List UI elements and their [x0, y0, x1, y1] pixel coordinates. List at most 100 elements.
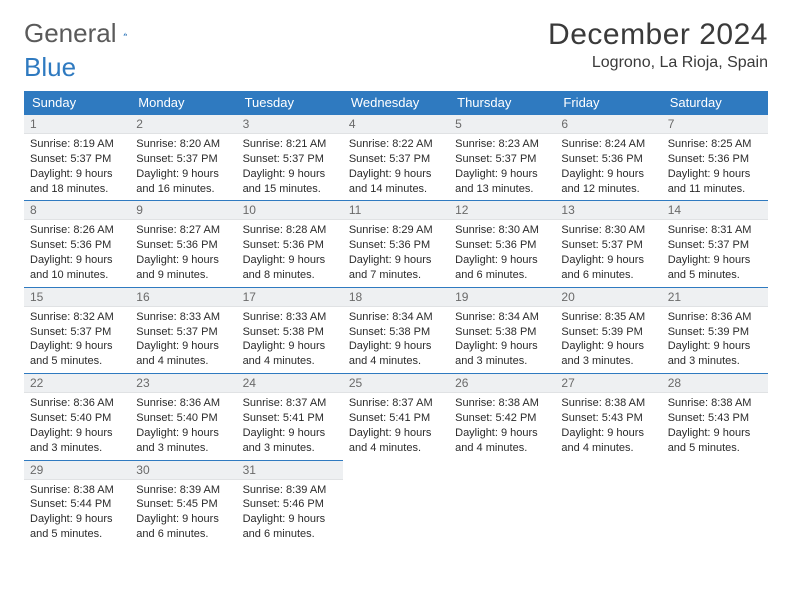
day-cell-inner: 28Sunrise: 8:38 AMSunset: 5:43 PMDayligh…	[662, 373, 768, 459]
day-body: Sunrise: 8:36 AMSunset: 5:40 PMDaylight:…	[130, 393, 236, 459]
calendar-day-cell: 27Sunrise: 8:38 AMSunset: 5:43 PMDayligh…	[555, 373, 661, 459]
daylight-line: Daylight: 9 hours and 15 minutes.	[243, 167, 337, 197]
daylight-line: Daylight: 9 hours and 5 minutes.	[668, 253, 762, 283]
day-cell-inner: 7Sunrise: 8:25 AMSunset: 5:36 PMDaylight…	[662, 114, 768, 200]
sunrise-line: Sunrise: 8:22 AM	[349, 137, 443, 152]
sunset-line: Sunset: 5:36 PM	[349, 238, 443, 253]
calendar-week-row: 8Sunrise: 8:26 AMSunset: 5:36 PMDaylight…	[24, 200, 768, 286]
sunset-line: Sunset: 5:39 PM	[668, 325, 762, 340]
daylight-line: Daylight: 9 hours and 3 minutes.	[30, 426, 124, 456]
sunrise-line: Sunrise: 8:24 AM	[561, 137, 655, 152]
sunset-line: Sunset: 5:36 PM	[136, 238, 230, 253]
sunset-line: Sunset: 5:44 PM	[30, 497, 124, 512]
day-body: Sunrise: 8:38 AMSunset: 5:42 PMDaylight:…	[449, 393, 555, 459]
sunrise-line: Sunrise: 8:36 AM	[136, 396, 230, 411]
sunset-line: Sunset: 5:36 PM	[455, 238, 549, 253]
daylight-line: Daylight: 9 hours and 4 minutes.	[561, 426, 655, 456]
sunset-line: Sunset: 5:39 PM	[561, 325, 655, 340]
sunset-line: Sunset: 5:37 PM	[455, 152, 549, 167]
sunset-line: Sunset: 5:40 PM	[136, 411, 230, 426]
calendar-head: SundayMondayTuesdayWednesdayThursdayFrid…	[24, 91, 768, 114]
day-cell-inner: 12Sunrise: 8:30 AMSunset: 5:36 PMDayligh…	[449, 200, 555, 286]
calendar-day-cell: 23Sunrise: 8:36 AMSunset: 5:40 PMDayligh…	[130, 373, 236, 459]
daylight-line: Daylight: 9 hours and 3 minutes.	[243, 426, 337, 456]
weekday-header: Tuesday	[237, 91, 343, 114]
day-body: Sunrise: 8:34 AMSunset: 5:38 PMDaylight:…	[343, 307, 449, 373]
calendar-week-row: 22Sunrise: 8:36 AMSunset: 5:40 PMDayligh…	[24, 373, 768, 459]
calendar-day-cell: 7Sunrise: 8:25 AMSunset: 5:36 PMDaylight…	[662, 114, 768, 200]
day-body: Sunrise: 8:38 AMSunset: 5:43 PMDaylight:…	[555, 393, 661, 459]
day-number: 7	[662, 115, 768, 134]
day-cell-inner: 24Sunrise: 8:37 AMSunset: 5:41 PMDayligh…	[237, 373, 343, 459]
sunrise-line: Sunrise: 8:21 AM	[243, 137, 337, 152]
sunset-line: Sunset: 5:37 PM	[243, 152, 337, 167]
calendar-day-cell: 3Sunrise: 8:21 AMSunset: 5:37 PMDaylight…	[237, 114, 343, 200]
sunset-line: Sunset: 5:37 PM	[349, 152, 443, 167]
day-number: 19	[449, 288, 555, 307]
sunset-line: Sunset: 5:37 PM	[136, 325, 230, 340]
day-body: Sunrise: 8:23 AMSunset: 5:37 PMDaylight:…	[449, 134, 555, 200]
day-number: 2	[130, 115, 236, 134]
calendar-day-cell: 15Sunrise: 8:32 AMSunset: 5:37 PMDayligh…	[24, 287, 130, 373]
day-body: Sunrise: 8:27 AMSunset: 5:36 PMDaylight:…	[130, 220, 236, 286]
calendar-empty-cell	[343, 460, 449, 546]
day-body: Sunrise: 8:38 AMSunset: 5:43 PMDaylight:…	[662, 393, 768, 459]
sunrise-line: Sunrise: 8:29 AM	[349, 223, 443, 238]
day-number: 13	[555, 201, 661, 220]
calendar-day-cell: 31Sunrise: 8:39 AMSunset: 5:46 PMDayligh…	[237, 460, 343, 546]
calendar-day-cell: 8Sunrise: 8:26 AMSunset: 5:36 PMDaylight…	[24, 200, 130, 286]
sunrise-line: Sunrise: 8:33 AM	[243, 310, 337, 325]
day-cell-inner: 3Sunrise: 8:21 AMSunset: 5:37 PMDaylight…	[237, 114, 343, 200]
calendar-day-cell: 16Sunrise: 8:33 AMSunset: 5:37 PMDayligh…	[130, 287, 236, 373]
day-cell-inner: 31Sunrise: 8:39 AMSunset: 5:46 PMDayligh…	[237, 460, 343, 546]
sunrise-line: Sunrise: 8:39 AM	[136, 483, 230, 498]
daylight-line: Daylight: 9 hours and 3 minutes.	[455, 339, 549, 369]
day-cell-inner: 14Sunrise: 8:31 AMSunset: 5:37 PMDayligh…	[662, 200, 768, 286]
day-cell-inner: 2Sunrise: 8:20 AMSunset: 5:37 PMDaylight…	[130, 114, 236, 200]
calendar-day-cell: 14Sunrise: 8:31 AMSunset: 5:37 PMDayligh…	[662, 200, 768, 286]
weekday-header: Wednesday	[343, 91, 449, 114]
day-number: 5	[449, 115, 555, 134]
day-number: 31	[237, 461, 343, 480]
day-cell-inner: 8Sunrise: 8:26 AMSunset: 5:36 PMDaylight…	[24, 200, 130, 286]
calendar-day-cell: 25Sunrise: 8:37 AMSunset: 5:41 PMDayligh…	[343, 373, 449, 459]
sunset-line: Sunset: 5:43 PM	[561, 411, 655, 426]
calendar-day-cell: 30Sunrise: 8:39 AMSunset: 5:45 PMDayligh…	[130, 460, 236, 546]
sunset-line: Sunset: 5:43 PM	[668, 411, 762, 426]
day-body: Sunrise: 8:35 AMSunset: 5:39 PMDaylight:…	[555, 307, 661, 373]
day-number: 11	[343, 201, 449, 220]
calendar-day-cell: 12Sunrise: 8:30 AMSunset: 5:36 PMDayligh…	[449, 200, 555, 286]
day-body: Sunrise: 8:21 AMSunset: 5:37 PMDaylight:…	[237, 134, 343, 200]
daylight-line: Daylight: 9 hours and 10 minutes.	[30, 253, 124, 283]
day-cell-inner: 10Sunrise: 8:28 AMSunset: 5:36 PMDayligh…	[237, 200, 343, 286]
daylight-line: Daylight: 9 hours and 6 minutes.	[455, 253, 549, 283]
calendar-day-cell: 26Sunrise: 8:38 AMSunset: 5:42 PMDayligh…	[449, 373, 555, 459]
daylight-line: Daylight: 9 hours and 8 minutes.	[243, 253, 337, 283]
day-body: Sunrise: 8:30 AMSunset: 5:36 PMDaylight:…	[449, 220, 555, 286]
sunrise-line: Sunrise: 8:28 AM	[243, 223, 337, 238]
calendar-week-row: 29Sunrise: 8:38 AMSunset: 5:44 PMDayligh…	[24, 460, 768, 546]
calendar-day-cell: 18Sunrise: 8:34 AMSunset: 5:38 PMDayligh…	[343, 287, 449, 373]
day-number: 30	[130, 461, 236, 480]
day-body: Sunrise: 8:26 AMSunset: 5:36 PMDaylight:…	[24, 220, 130, 286]
brand-word-2: Blue	[24, 52, 76, 83]
calendar-empty-cell	[555, 460, 661, 546]
day-cell-inner: 15Sunrise: 8:32 AMSunset: 5:37 PMDayligh…	[24, 287, 130, 373]
sunrise-line: Sunrise: 8:39 AM	[243, 483, 337, 498]
daylight-line: Daylight: 9 hours and 3 minutes.	[668, 339, 762, 369]
day-number: 24	[237, 374, 343, 393]
day-cell-inner: 18Sunrise: 8:34 AMSunset: 5:38 PMDayligh…	[343, 287, 449, 373]
sunrise-line: Sunrise: 8:31 AM	[668, 223, 762, 238]
sunset-line: Sunset: 5:41 PM	[349, 411, 443, 426]
day-cell-inner: 9Sunrise: 8:27 AMSunset: 5:36 PMDaylight…	[130, 200, 236, 286]
day-body: Sunrise: 8:29 AMSunset: 5:36 PMDaylight:…	[343, 220, 449, 286]
day-cell-inner: 21Sunrise: 8:36 AMSunset: 5:39 PMDayligh…	[662, 287, 768, 373]
day-cell-inner: 23Sunrise: 8:36 AMSunset: 5:40 PMDayligh…	[130, 373, 236, 459]
day-body: Sunrise: 8:33 AMSunset: 5:37 PMDaylight:…	[130, 307, 236, 373]
sunset-line: Sunset: 5:41 PM	[243, 411, 337, 426]
daylight-line: Daylight: 9 hours and 16 minutes.	[136, 167, 230, 197]
daylight-line: Daylight: 9 hours and 4 minutes.	[243, 339, 337, 369]
sunrise-line: Sunrise: 8:38 AM	[668, 396, 762, 411]
calendar-day-cell: 10Sunrise: 8:28 AMSunset: 5:36 PMDayligh…	[237, 200, 343, 286]
day-body: Sunrise: 8:36 AMSunset: 5:40 PMDaylight:…	[24, 393, 130, 459]
